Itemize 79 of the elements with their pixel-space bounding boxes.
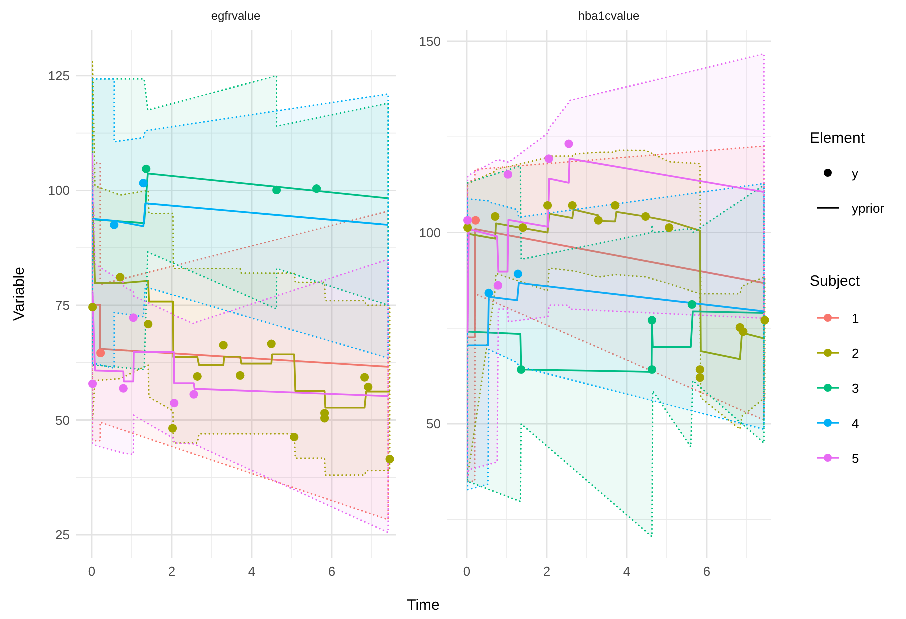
x-tick-label: 4 [248, 564, 256, 579]
point [139, 179, 148, 188]
point [360, 373, 370, 382]
point [170, 398, 179, 408]
point [514, 270, 522, 278]
point [594, 216, 603, 225]
x-tick-label: 6 [703, 564, 711, 579]
point [272, 186, 282, 195]
point [665, 224, 674, 232]
legend-label: 4 [852, 416, 860, 431]
point [688, 300, 696, 310]
point [484, 288, 494, 298]
y-tick-label: 50 [56, 412, 70, 428]
point [517, 365, 526, 374]
point [168, 424, 178, 433]
point [739, 328, 748, 336]
point [491, 212, 500, 222]
x-tick-label: 0 [88, 564, 96, 579]
point [219, 341, 228, 350]
point [110, 220, 119, 230]
x-tick-label: 2 [168, 564, 176, 579]
point [696, 365, 704, 374]
point [504, 170, 512, 179]
point [193, 372, 202, 381]
legend-label: 2 [852, 346, 860, 361]
point [116, 273, 125, 282]
point [611, 201, 620, 210]
point [144, 320, 153, 329]
line-series [466, 282, 766, 347]
point [88, 303, 98, 312]
point [267, 340, 276, 348]
point [464, 216, 472, 225]
x-tick-label: 4 [623, 564, 631, 579]
point [88, 380, 98, 388]
point [568, 201, 577, 210]
point [386, 454, 394, 464]
point [544, 201, 552, 210]
point [464, 224, 472, 232]
legend-label: 3 [852, 381, 860, 396]
text: yprior [852, 201, 886, 216]
legend-title: Subject [810, 273, 861, 290]
point [760, 316, 770, 325]
point [648, 316, 656, 325]
text: Element [810, 130, 866, 147]
point [190, 390, 198, 399]
y-tick-label: 100 [419, 225, 441, 240]
chart-title: hba1cvalue [578, 9, 640, 23]
y-tick-label: 50 [426, 416, 441, 432]
y-axis-title: Variable [11, 267, 28, 321]
legend-label: 1 [852, 311, 860, 326]
y-tick-label: 100 [48, 183, 70, 198]
point [642, 212, 650, 222]
point [364, 382, 373, 392]
point [544, 154, 554, 164]
point [648, 365, 656, 374]
point [119, 384, 128, 393]
x-tick-label: 2 [543, 564, 551, 579]
point [696, 373, 704, 382]
x-tick-label: 6 [328, 564, 336, 579]
point [312, 184, 322, 194]
point [290, 432, 299, 442]
point [494, 281, 502, 290]
text: y [852, 166, 859, 181]
line-series [92, 292, 390, 398]
point [472, 216, 480, 225]
point [236, 371, 245, 380]
point [518, 224, 528, 232]
y-tick-label: 75 [56, 298, 70, 313]
x-axis-title: Time [407, 597, 440, 614]
y-tick-label: 25 [56, 528, 70, 543]
point [564, 140, 574, 148]
chart-title: egfrvalue [211, 9, 262, 23]
point [129, 314, 138, 322]
point [96, 348, 106, 358]
x-tick-label: 0 [463, 564, 471, 579]
y-tick-label: 125 [48, 68, 70, 84]
y-tick-label: 150 [419, 34, 441, 49]
legend-label: 5 [852, 451, 860, 466]
point [142, 164, 151, 174]
